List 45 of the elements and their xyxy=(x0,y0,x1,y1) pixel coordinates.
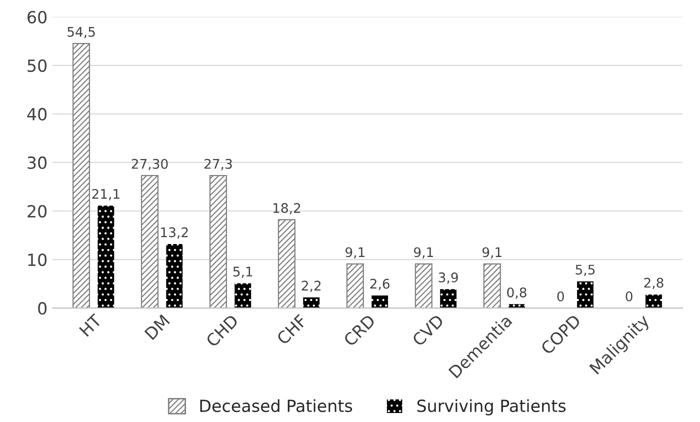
data-label: 13,2 xyxy=(161,227,188,239)
y-tick-label: 50 xyxy=(28,59,47,72)
bar xyxy=(234,283,252,308)
bar xyxy=(646,294,662,308)
data-label: 54,5 xyxy=(68,27,95,38)
bar xyxy=(414,263,432,308)
data-label: 2,8 xyxy=(644,278,664,290)
x-tick-label: DM xyxy=(144,314,170,340)
bar xyxy=(577,281,594,308)
y-tick-label: 40 xyxy=(27,108,47,121)
bar xyxy=(72,43,90,308)
y-tick-label: 10 xyxy=(28,253,47,266)
bar xyxy=(278,219,296,308)
bar xyxy=(140,175,159,308)
data-label: 0 xyxy=(557,291,564,302)
data-label: 27,30 xyxy=(132,158,168,170)
data-label: 9,1 xyxy=(414,247,433,259)
legend-label: Surviving Patients xyxy=(417,399,566,416)
data-label: 9,1 xyxy=(346,247,364,259)
bar xyxy=(98,206,114,308)
data-label: 5,1 xyxy=(233,266,252,278)
data-label: 2,2 xyxy=(302,280,321,292)
y-tick-label: 0 xyxy=(38,302,47,315)
bar xyxy=(372,295,388,308)
bar xyxy=(209,175,227,308)
data-label: 18,2 xyxy=(273,203,300,214)
bar xyxy=(303,297,320,308)
y-tick-label: 30 xyxy=(28,156,47,170)
bar xyxy=(508,304,525,308)
bar xyxy=(346,263,364,308)
data-label: 3,9 xyxy=(438,272,458,284)
data-label: 21,1 xyxy=(92,188,120,200)
data-label: 0,8 xyxy=(507,287,526,299)
bar xyxy=(166,244,183,308)
data-label: 9,1 xyxy=(482,247,502,259)
y-tick-label: 60 xyxy=(28,10,47,24)
bar xyxy=(440,289,457,308)
y-tick-label: 20 xyxy=(28,204,47,218)
data-label: 5,5 xyxy=(576,264,595,276)
legend-label: Deceased Patients xyxy=(200,399,352,412)
data-label: 2,6 xyxy=(370,278,390,290)
bar xyxy=(483,263,501,308)
data-label: 27,3 xyxy=(204,158,232,170)
x-tick-label: HT xyxy=(79,313,103,337)
data-label: 0 xyxy=(626,291,632,302)
